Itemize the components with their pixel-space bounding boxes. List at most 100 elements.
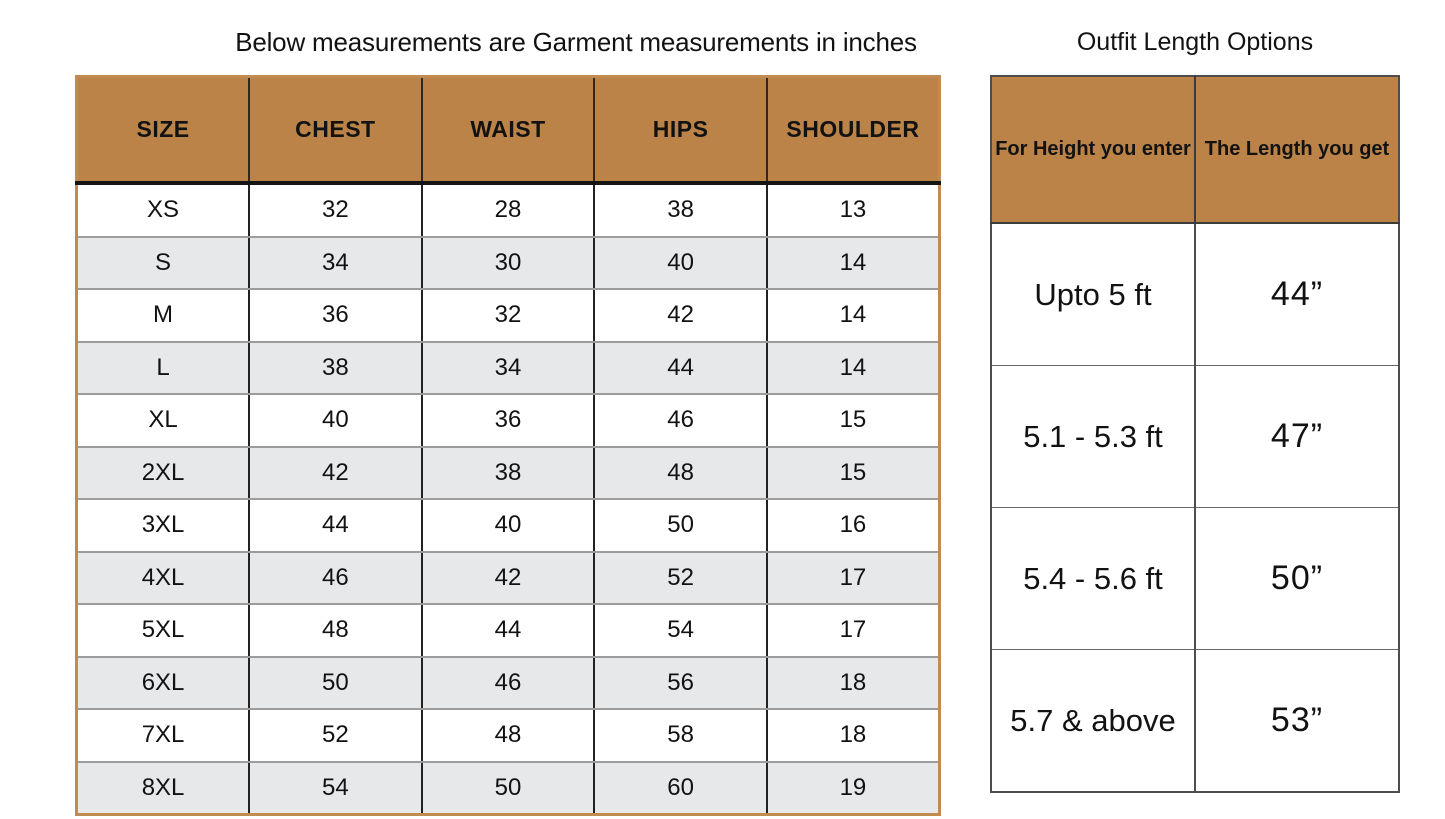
chest-cell: 42 (249, 446, 423, 500)
chest-cell: 36 (249, 289, 423, 343)
size-cell: XL (76, 394, 251, 448)
height-range-cell: Upto 5 ft (991, 223, 1196, 366)
hips-cell: 38 (594, 183, 768, 238)
table-row: XL 40 36 46 15 (76, 394, 940, 448)
garment-size-table: SIZE CHEST WAIST HIPS SHOULDER XS 32 28 … (75, 75, 941, 816)
size-cell: 3XL (76, 499, 251, 553)
table-row: 7XL 52 48 58 18 (76, 709, 940, 763)
waist-cell: 32 (421, 289, 596, 343)
shoulder-cell: 16 (766, 499, 940, 553)
length-column-header: The Length you get (1195, 76, 1399, 224)
hips-cell: 60 (594, 761, 768, 815)
outfit-length-table-body: Upto 5 ft 44” 5.1 - 5.3 ft 47” 5.4 - 5.6… (991, 223, 1399, 792)
height-range-cell: 5.7 & above (991, 649, 1196, 792)
table-row: 5XL 48 44 54 17 (76, 604, 940, 658)
waist-cell: 42 (421, 551, 596, 605)
hips-cell: 56 (594, 656, 768, 710)
shoulder-cell: 18 (766, 656, 940, 710)
waist-cell: 30 (421, 236, 596, 290)
chest-cell: 48 (249, 604, 423, 658)
hips-cell: 42 (594, 289, 768, 343)
length-value-cell: 44” (1195, 223, 1399, 366)
size-cell: 2XL (76, 446, 251, 500)
table-row: XS 32 28 38 13 (76, 183, 940, 238)
hips-cell: 44 (594, 341, 768, 395)
size-cell: M (76, 289, 251, 343)
length-value-cell: 50” (1195, 507, 1399, 650)
hips-cell: 52 (594, 551, 768, 605)
table-row: 2XL 42 38 48 15 (76, 446, 940, 500)
waist-cell: 36 (421, 394, 596, 448)
table-row: 3XL 44 40 50 16 (76, 499, 940, 553)
length-value-cell: 47” (1195, 365, 1399, 508)
length-value-cell: 53” (1195, 649, 1399, 792)
table-row: S 34 30 40 14 (76, 236, 940, 290)
chest-cell: 40 (249, 394, 423, 448)
table-row: 5.7 & above 53” (991, 649, 1399, 792)
size-cell: 5XL (76, 604, 251, 658)
table-row: M 36 32 42 14 (76, 289, 940, 343)
table-row: 4XL 46 42 52 17 (76, 551, 940, 605)
hips-cell: 40 (594, 236, 768, 290)
size-column-header: SIZE (76, 76, 251, 185)
table-row: 5.4 - 5.6 ft 50” (991, 507, 1399, 650)
garment-size-table-body: XS 32 28 38 13 S 34 30 40 14 M 36 32 42 … (76, 183, 940, 815)
outfit-length-table: For Height you enter The Length you get … (990, 75, 1400, 793)
chest-cell: 44 (249, 499, 423, 553)
chest-cell: 46 (249, 551, 423, 605)
table-row: L 38 34 44 14 (76, 341, 940, 395)
waist-cell: 40 (421, 499, 596, 553)
height-range-cell: 5.4 - 5.6 ft (991, 507, 1196, 650)
shoulder-column-header: SHOULDER (766, 76, 940, 185)
shoulder-cell: 19 (766, 761, 940, 815)
shoulder-cell: 15 (766, 394, 940, 448)
hips-cell: 54 (594, 604, 768, 658)
shoulder-cell: 17 (766, 551, 940, 605)
waist-cell: 48 (421, 709, 596, 763)
size-cell: 4XL (76, 551, 251, 605)
waist-cell: 34 (421, 341, 596, 395)
shoulder-cell: 13 (766, 183, 940, 238)
shoulder-cell: 17 (766, 604, 940, 658)
waist-column-header: WAIST (421, 76, 596, 185)
shoulder-cell: 14 (766, 289, 940, 343)
waist-cell: 46 (421, 656, 596, 710)
table-row: 8XL 54 50 60 19 (76, 761, 940, 815)
table-row: 6XL 50 46 56 18 (76, 656, 940, 710)
size-cell: XS (76, 183, 251, 238)
size-chart-title: Below measurements are Garment measureme… (235, 27, 917, 57)
chest-column-header: CHEST (249, 76, 423, 185)
hips-cell: 50 (594, 499, 768, 553)
length-table-header-row: For Height you enter The Length you get (991, 76, 1399, 224)
hips-column-header: HIPS (594, 76, 768, 185)
hips-cell: 48 (594, 446, 768, 500)
shoulder-cell: 18 (766, 709, 940, 763)
size-cell: 7XL (76, 709, 251, 763)
waist-cell: 50 (421, 761, 596, 815)
chest-cell: 52 (249, 709, 423, 763)
outfit-length-table-head: For Height you enter The Length you get (991, 76, 1399, 224)
garment-size-table-head: SIZE CHEST WAIST HIPS SHOULDER (76, 76, 940, 185)
waist-cell: 38 (421, 446, 596, 500)
waist-cell: 28 (421, 183, 596, 238)
chest-cell: 50 (249, 656, 423, 710)
size-cell: 8XL (76, 761, 251, 815)
size-table-header-row: SIZE CHEST WAIST HIPS SHOULDER (76, 76, 940, 185)
chest-cell: 38 (249, 341, 423, 395)
waist-cell: 44 (421, 604, 596, 658)
table-row: 5.1 - 5.3 ft 47” (991, 365, 1399, 508)
shoulder-cell: 14 (766, 236, 940, 290)
shoulder-cell: 14 (766, 341, 940, 395)
length-chart-title: Outfit Length Options (1076, 28, 1314, 56)
height-range-cell: 5.1 - 5.3 ft (991, 365, 1196, 508)
size-cell: S (76, 236, 251, 290)
size-cell: 6XL (76, 656, 251, 710)
height-column-header: For Height you enter (991, 76, 1196, 224)
chest-cell: 54 (249, 761, 423, 815)
chest-cell: 32 (249, 183, 423, 238)
chest-cell: 34 (249, 236, 423, 290)
hips-cell: 58 (594, 709, 768, 763)
shoulder-cell: 15 (766, 446, 940, 500)
size-cell: L (76, 341, 251, 395)
